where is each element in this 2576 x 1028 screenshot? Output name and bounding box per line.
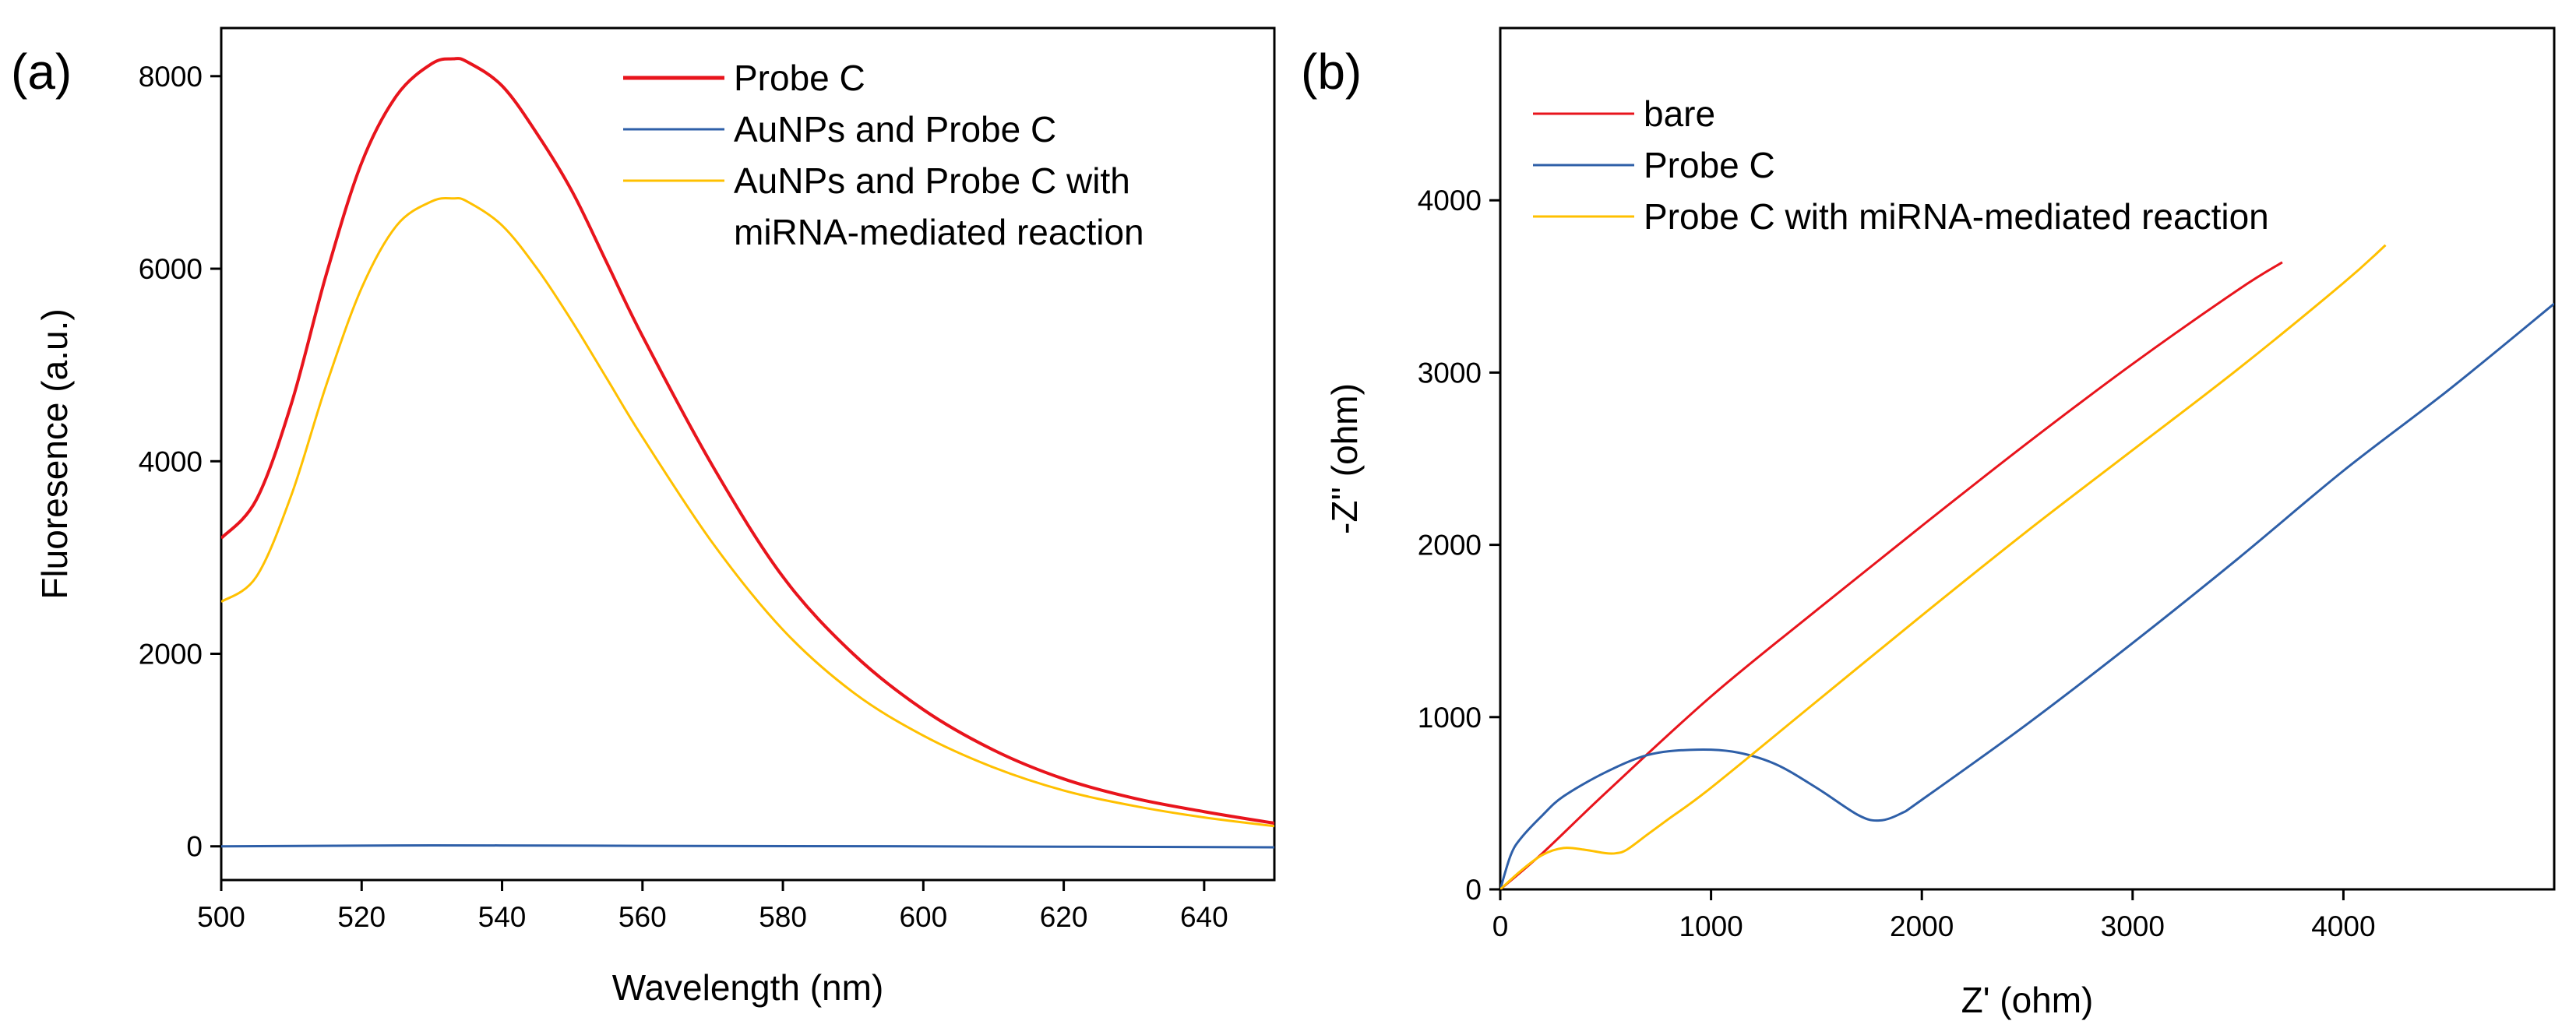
legend-label-2: Probe C: [1644, 145, 1775, 185]
series-line-2: [221, 843, 1274, 849]
x-tick-label: 540: [478, 901, 527, 933]
x-tick-label: 580: [759, 901, 807, 933]
y-tick-label: 0: [186, 831, 203, 863]
legend-label-3: miRNA-mediated reaction: [734, 212, 1144, 252]
y-tick-label: 8000: [139, 61, 203, 93]
y-tick-label: 2000: [1418, 530, 1482, 562]
legend-label-1: bare: [1644, 93, 1715, 134]
y-tick-label: 3000: [1418, 357, 1482, 389]
legend-label-3: AuNPs and Probe C with: [734, 160, 1130, 201]
panel-label-b: (b): [1301, 44, 1362, 100]
y-tick-label: 4000: [139, 445, 203, 477]
plot-frame: [1499, 26, 2556, 891]
y-tick-label: 6000: [139, 253, 203, 285]
x-tick-label: 500: [197, 901, 245, 933]
series-line-3: [221, 196, 1274, 828]
legend-label-3: Probe C with miRNA-mediated reaction: [1644, 196, 2269, 237]
x-axis-title: Wavelength (nm): [612, 967, 884, 1008]
series-line-3: [1500, 244, 2387, 889]
y-tick-label: 2000: [139, 639, 203, 671]
y-tick-label: 0: [1465, 874, 1482, 906]
legend-label-1: Probe C: [734, 58, 865, 98]
x-tick-label: 2000: [1890, 910, 1954, 942]
x-tick-label: 620: [1040, 901, 1088, 933]
x-tick-label: 1000: [1679, 910, 1743, 942]
chart-panel-b: (b) 0 1000 2000 3000 4000 0 1000 2000 3000 4000 Z'…: [1301, 26, 2556, 1020]
y-tick-label: 1000: [1418, 702, 1482, 734]
x-tick-label: 600: [899, 901, 947, 933]
x-tick-label: 640: [1180, 901, 1228, 933]
x-tick-label: 560: [618, 901, 667, 933]
panel-label-a: (a): [11, 44, 72, 100]
x-tick-label: 520: [337, 901, 386, 933]
y-tick-label: 4000: [1418, 185, 1482, 217]
x-axis-title: Z' (ohm): [1961, 980, 2094, 1020]
series-line-1: [1500, 261, 2283, 889]
chart-panel-a: (a) 500 520 540 560 580 600 620 640 0 2000 4000 600…: [11, 26, 1276, 1008]
legend-label-2: AuNPs and Probe C: [734, 109, 1056, 150]
plot-frame: [220, 26, 1276, 882]
series-line-1: [221, 57, 1274, 826]
x-tick-label: 0: [1492, 910, 1509, 942]
y-axis-title: -Z'' (ohm): [1324, 383, 1365, 534]
series-line-2: [1500, 302, 2554, 889]
x-tick-label: 4000: [2311, 910, 2375, 942]
y-axis-title: Fluoresence (a.u.): [34, 308, 75, 599]
x-tick-label: 3000: [2101, 910, 2165, 942]
